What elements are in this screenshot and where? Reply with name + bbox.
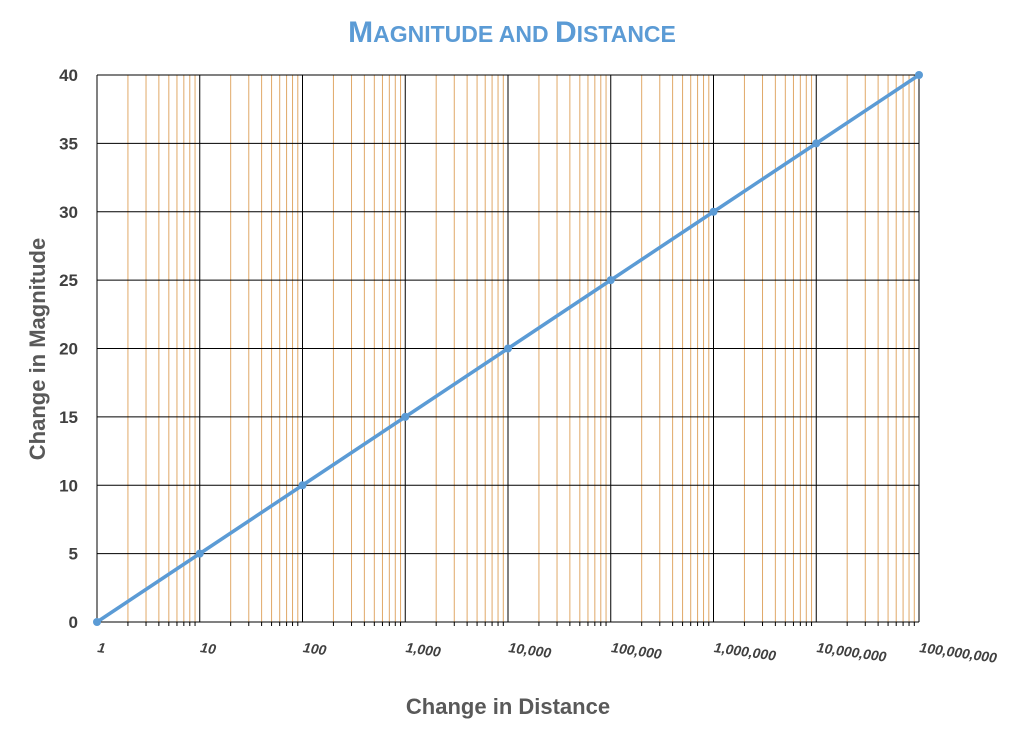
- data-point: [298, 481, 307, 490]
- chart-title-part-3: D: [555, 16, 577, 49]
- y-tick-label: 25: [59, 271, 78, 290]
- data-point: [606, 276, 615, 285]
- x-tick-label: 10,000,000: [816, 639, 888, 665]
- y-tick-label: 0: [69, 613, 78, 632]
- data-point: [709, 207, 718, 216]
- y-axis-ticks: 0 5 10 15 20 25 30 35 40: [59, 66, 78, 632]
- x-tick-label: 100: [302, 639, 328, 658]
- chart-title: MAGNITUDE AND DISTANCE: [348, 16, 676, 49]
- y-tick-label: 20: [59, 340, 78, 359]
- x-tick-label: 1,000: [405, 639, 442, 660]
- y-tick-label: 10: [59, 476, 78, 495]
- y-tick-label: 40: [59, 66, 78, 85]
- data-point: [504, 344, 512, 353]
- chart-title-part-2: AGNITUDE AND: [373, 21, 555, 47]
- y-tick-label: 35: [59, 134, 78, 153]
- x-tick-label: 100,000,000: [919, 639, 999, 666]
- chart-title-part-1: M: [348, 16, 373, 49]
- y-axis-title: Change in Magnitude: [25, 238, 50, 460]
- x-tick-label: 100,000: [610, 639, 663, 662]
- data-point: [195, 549, 204, 558]
- y-tick-label: 15: [59, 408, 78, 427]
- chart-title-part-4: ISTANCE: [577, 21, 676, 47]
- data-point: [812, 139, 821, 148]
- x-tick-label: 1,000,000: [713, 639, 777, 664]
- x-tick-label: 10: [199, 639, 217, 657]
- major-gridlines: [96, 74, 920, 626]
- x-tick-label: 10,000: [508, 639, 553, 661]
- x-axis-title: Change in Distance: [406, 694, 610, 719]
- data-point: [401, 412, 410, 421]
- data-point: [915, 71, 923, 79]
- data-point: [93, 618, 101, 626]
- x-axis-ticks: 1 10 100 1,000 10,000 100,000 1,000,000 10,000,…: [97, 639, 999, 666]
- y-tick-label: 5: [69, 545, 78, 564]
- x-tick-label: 1: [97, 639, 107, 656]
- y-tick-label: 30: [59, 203, 78, 222]
- series-layer: [93, 71, 923, 626]
